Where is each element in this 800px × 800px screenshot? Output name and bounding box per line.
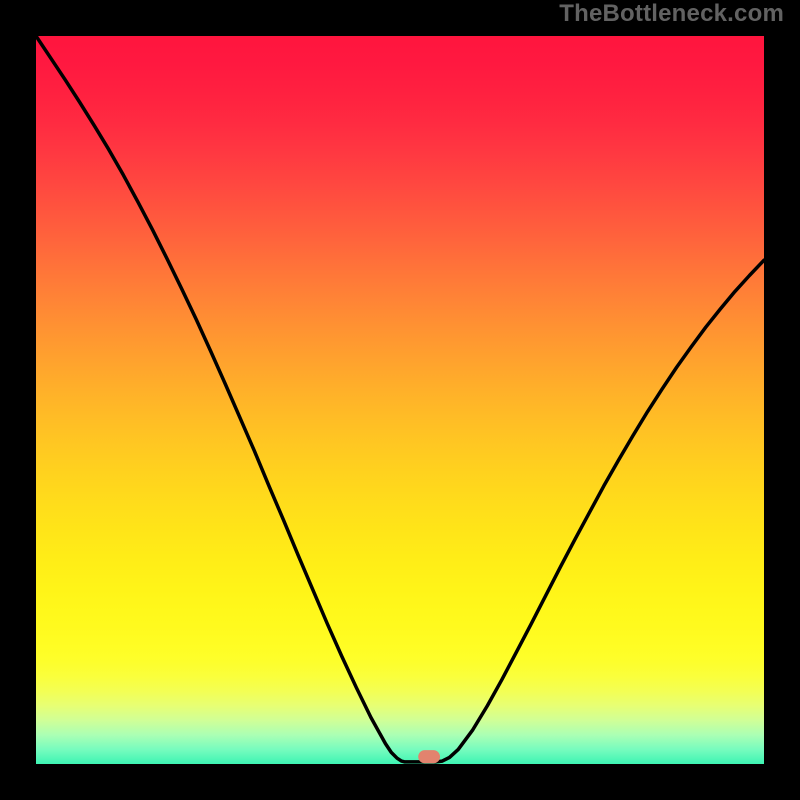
optimal-marker [418, 750, 440, 763]
chart-svg [0, 0, 800, 800]
chart-stage: TheBottleneck.com [0, 0, 800, 800]
watermark-text: TheBottleneck.com [559, 0, 784, 28]
